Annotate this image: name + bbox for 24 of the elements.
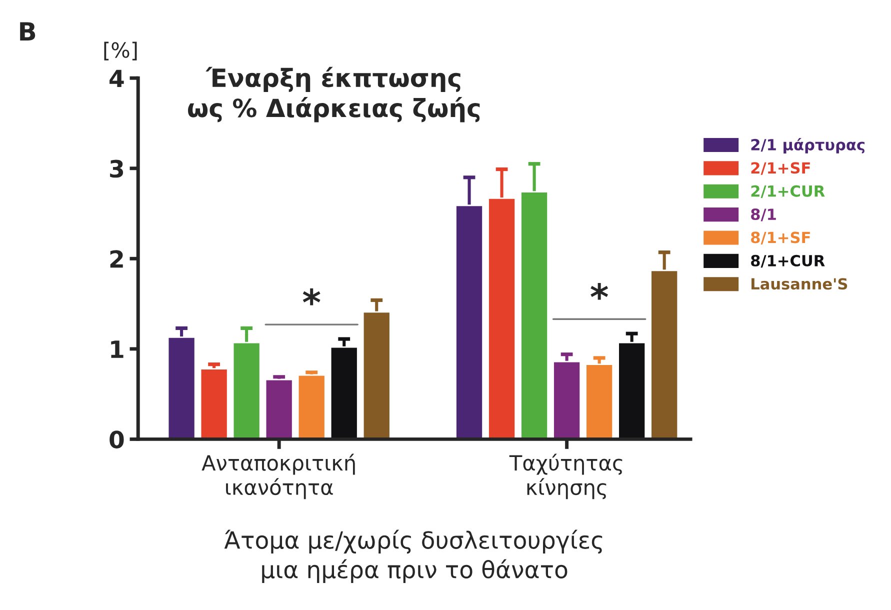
legend-label: 2/1+SF [751, 162, 810, 175]
bar [297, 374, 326, 440]
y-tick-label: 3 [110, 160, 124, 178]
y-tick-label: 0 [110, 430, 124, 449]
legend-label: 2/1+CUR [751, 185, 825, 198]
legend-label: 8/1 [751, 208, 776, 222]
bar [264, 378, 294, 440]
legend-label: 8/1+CUR [751, 254, 825, 268]
x-axis-title: Άτομα με/χωρίς δυσλειτουργίες μια ημέρα πριν το θάνατο [224, 530, 602, 584]
annotation: * [302, 288, 320, 306]
y-axis-title: [%] [104, 42, 137, 60]
bar [200, 368, 228, 440]
legend-label: Lausanne'S [752, 278, 848, 290]
text: B [20, 22, 36, 40]
annotation: * [590, 283, 608, 300]
bar [585, 364, 614, 440]
y-tick-label: 2 [110, 250, 123, 268]
legend-label: 2/1 μάρτυρας [751, 138, 864, 154]
y-tick-label: 1 [111, 340, 124, 358]
legend-label: 8/1+SF [751, 232, 810, 244]
y-tick-label: 4 [110, 70, 124, 88]
chart-title: Έναρξη έκπτωσης ως % Διάρκειας ζωής [188, 66, 480, 122]
x-tick-label: Ταχύτητας κίνησης [509, 454, 622, 500]
x-tick-label: Ανταποκριτική ικανότητα [202, 454, 355, 500]
